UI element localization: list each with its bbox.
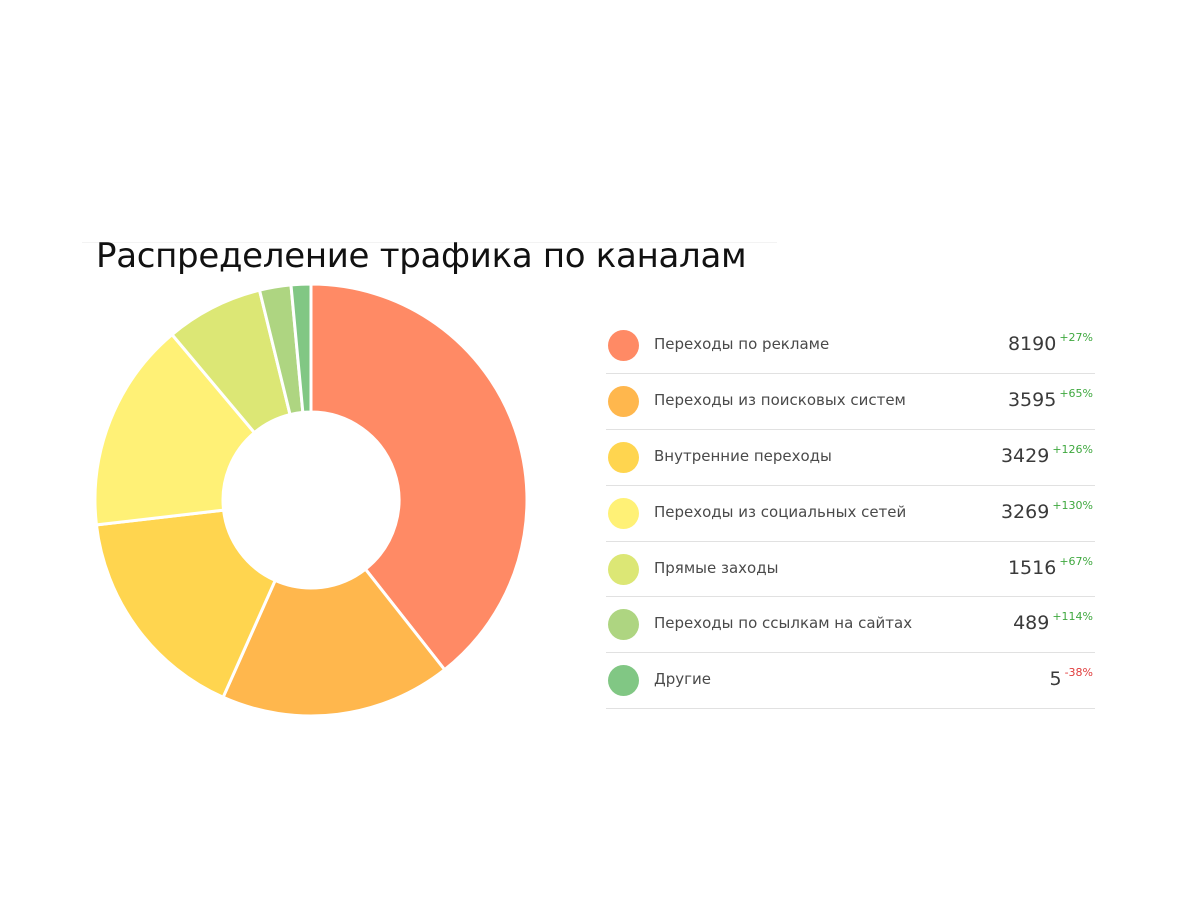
legend-change: +114%	[1052, 610, 1093, 624]
legend-label: Переходы из социальных сетей	[654, 502, 907, 521]
legend-value-group: 3429 +126%	[1001, 443, 1093, 467]
legend-item: Переходы из поисковых систем 3595 +65%	[606, 374, 1095, 430]
legend-item: Прямые заходы 1516 +67%	[606, 542, 1095, 598]
legend-swatch-icon	[608, 609, 639, 641]
legend-item: Переходы из социальных сетей 3269 +130%	[606, 486, 1095, 542]
legend-change: -38%	[1064, 666, 1093, 680]
legend-label: Переходы по рекламе	[654, 335, 830, 353]
legend-value: 3429	[1000, 444, 1050, 467]
legend-value-group: 5 -38%	[1049, 666, 1093, 690]
legend-item: Другие 5 -38%	[606, 653, 1095, 710]
legend-value-group: 3269 +130%	[1001, 499, 1093, 523]
legend-value-group: 8190 +27%	[1008, 331, 1093, 355]
legend-value: 3269	[1000, 500, 1050, 523]
legend-label: Прямые заходы	[654, 558, 779, 577]
legend-swatch-icon	[608, 441, 639, 473]
donut-slice	[309, 282, 529, 672]
legend-value-group: 3595 +65%	[1008, 387, 1093, 411]
legend-change: +126%	[1052, 442, 1093, 456]
donut-slice	[289, 282, 313, 415]
donut-slice	[221, 567, 447, 718]
chart-legend: Переходы по рекламе 8190 +27% Переходы из…	[606, 318, 1095, 710]
donut-slice	[93, 332, 257, 527]
legend-value: 489	[1013, 612, 1050, 635]
legend-value-group: 489 +114%	[1013, 610, 1093, 634]
legend-swatch-icon	[608, 665, 639, 697]
legend-swatch-icon	[608, 553, 639, 585]
legend-label: Внутренние переходы	[654, 446, 832, 465]
legend-swatch-icon	[608, 497, 639, 529]
legend-swatch-icon	[608, 330, 639, 361]
legend-value: 3595	[1007, 388, 1057, 411]
legend-label: Другие	[654, 670, 711, 689]
legend-label: Переходы из поисковых систем	[654, 390, 906, 409]
legend-change: +130%	[1052, 498, 1093, 512]
legend-item: Переходы по ссылкам на сайтах 489 +114%	[606, 597, 1095, 654]
chart-title: Распределение трафика по каналам	[96, 236, 747, 276]
legend-swatch-icon	[608, 385, 639, 417]
legend-change: +27%	[1059, 331, 1093, 344]
legend-value: 5	[1049, 668, 1062, 691]
legend-change: +65%	[1059, 386, 1093, 400]
legend-value: 8190	[1007, 333, 1057, 355]
legend-item: Переходы по рекламе 8190 +27%	[606, 318, 1095, 374]
title-divider	[82, 242, 777, 243]
legend-value-group: 1516 +67%	[1008, 555, 1093, 579]
legend-label: Переходы по ссылкам на сайтах	[654, 614, 913, 633]
legend-change: +67%	[1059, 554, 1093, 568]
donut-slice	[94, 508, 278, 700]
legend-item: Внутренние переходы 3429 +126%	[606, 430, 1095, 486]
legend-value: 1516	[1007, 556, 1057, 579]
